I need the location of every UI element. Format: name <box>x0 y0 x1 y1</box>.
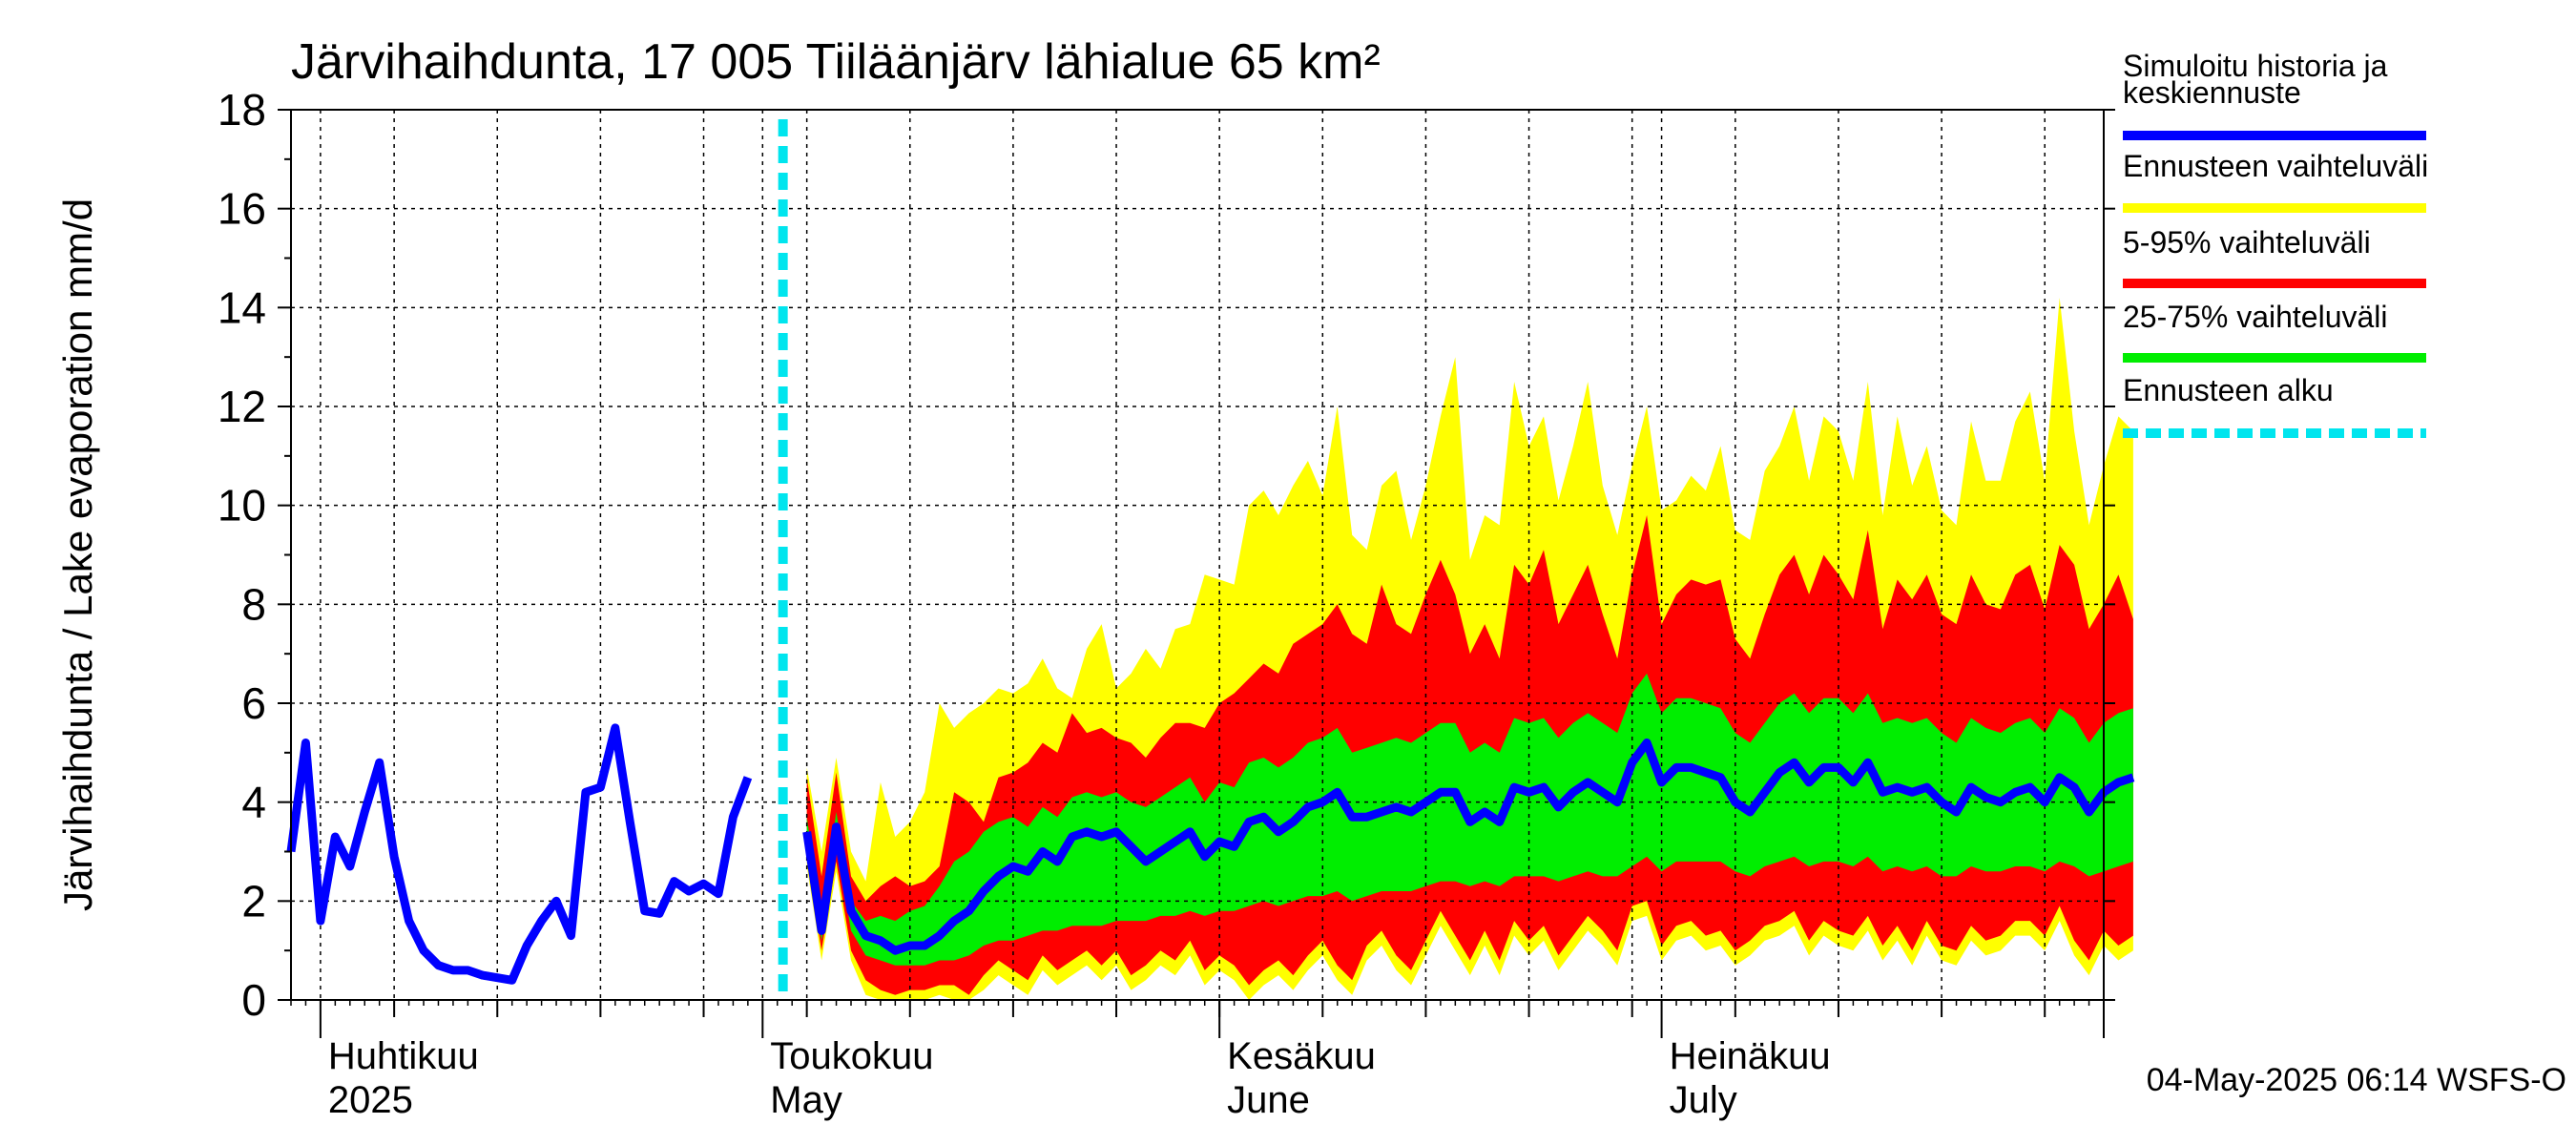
legend-label: keskiennuste <box>2123 75 2301 110</box>
y-tick-label: 10 <box>218 481 266 531</box>
y-tick-label: 4 <box>241 778 266 827</box>
timestamp-label: 04-May-2025 06:14 WSFS-O <box>2147 1062 2566 1098</box>
y-tick-label: 2 <box>241 876 266 926</box>
legend-label: 5-95% vaihteluväli <box>2123 225 2371 260</box>
y-axis-label: Järvihaihdunta / Lake evaporation mm/d <box>55 198 100 911</box>
x-month-label: Toukokuu <box>770 1035 933 1077</box>
grid-lines <box>291 110 2104 1000</box>
legend-label: 25-75% vaihteluväli <box>2123 300 2388 334</box>
y-tick-label: 0 <box>241 975 266 1025</box>
y-tick-label: 6 <box>241 678 266 728</box>
y-tick-label: 14 <box>218 282 266 332</box>
x-month-label: Heinäkuu <box>1670 1035 1831 1077</box>
median-forecast-line <box>802 739 2135 955</box>
y-tick-label: 16 <box>218 184 266 234</box>
series-lines <box>286 723 2135 985</box>
legend-label: Ennusteen vaihteluväli <box>2123 149 2428 183</box>
x-month-label-en: May <box>770 1079 842 1121</box>
legend-label: Ennusteen alku <box>2123 373 2334 407</box>
history-line <box>286 723 753 985</box>
legend-label: Simuloitu historia ja <box>2123 49 2388 83</box>
x-month-label-en: July <box>1670 1079 1737 1121</box>
x-month-label: Huhtikuu <box>328 1035 479 1077</box>
x-month-label-en: June <box>1227 1079 1310 1121</box>
chart-title: Järvihaihdunta, 17 005 Tiiläänjärv lähia… <box>291 34 1381 90</box>
x-month-label-en: 2025 <box>328 1079 413 1121</box>
forecast-bands <box>806 298 2133 1000</box>
y-tick-label: 8 <box>241 579 266 629</box>
y-tick-label: 18 <box>218 85 266 135</box>
x-month-label: Kesäkuu <box>1227 1035 1376 1077</box>
y-tick-label: 12 <box>218 382 266 431</box>
